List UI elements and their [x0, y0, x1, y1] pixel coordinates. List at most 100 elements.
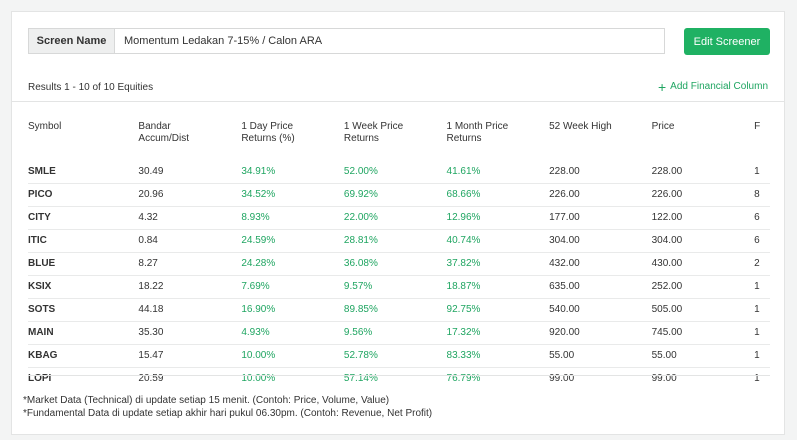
table-cell: 8.93% [241, 206, 344, 230]
table-cell: 1 [754, 298, 770, 322]
table-cell: 7.69% [241, 275, 344, 299]
table-row[interactable]: CITY 4.32 8.93% 22.00% 12.96% 177.00 122.00 6 [28, 206, 770, 230]
table-cell: 16.90% [241, 298, 344, 322]
table-cell: 55.00 [651, 344, 755, 368]
table-cell: 36.08% [343, 252, 447, 276]
table-cell: 505.00 [651, 298, 755, 322]
table-cell: 177.00 [549, 206, 652, 230]
table-cell: 8 [754, 183, 770, 207]
screen-name-input[interactable] [114, 28, 665, 54]
table-cell: 68.66% [446, 183, 550, 207]
table-cell: 12.96% [446, 206, 550, 230]
table-cell: 430.00 [651, 252, 755, 276]
table-cell: 55.00 [549, 344, 652, 368]
table-bottom-divider [28, 375, 770, 376]
table-cell: 920.00 [549, 321, 652, 345]
table-cell: 745.00 [651, 321, 755, 345]
table-cell: 4.93% [241, 321, 344, 345]
table-cell: 24.28% [241, 252, 344, 276]
table-cell: 0.84 [138, 229, 242, 253]
table-row[interactable]: KSIX 18.22 7.69% 9.57% 18.87% 635.00 252.00 1 [28, 275, 770, 299]
table-row[interactable]: ITIC 0.84 24.59% 28.81% 40.74% 304.00 304.00 6 [28, 229, 770, 253]
add-financial-column-link[interactable]: + Add Financial Column [657, 78, 768, 95]
table-cell: 8.27 [138, 252, 242, 276]
table-cell: 89.85% [343, 298, 447, 322]
table-cell: 20.59 [138, 373, 164, 384]
table-cell: 122.00 [651, 206, 755, 230]
add-financial-column-label: Add Financial Column [670, 81, 768, 92]
symbol-cell[interactable]: PICO [28, 183, 139, 207]
table-body: SMLE 30.49 34.91% 52.00% 41.61% 228.00 228.00 1… [28, 161, 770, 390]
table-cell: 2 [754, 252, 770, 276]
symbol-cell[interactable]: LOPI [28, 373, 52, 384]
table-row[interactable]: KBAG 15.47 10.00% 52.78% 83.33% 55.00 55.00 1 [28, 344, 770, 368]
footnote-fundamental: *Fundamental Data di update setiap akhir… [23, 408, 433, 419]
table-cell: 57.14% [343, 373, 378, 384]
table-cell: 76.79% [446, 373, 481, 384]
table-cell: 40.74% [446, 229, 550, 253]
symbol-cell[interactable]: SMLE [28, 161, 139, 184]
symbol-cell[interactable]: BLUE [28, 252, 139, 276]
screener-card: Screen Name Edit Screener Results 1 - 10… [11, 11, 785, 435]
table-cell: 83.33% [446, 344, 550, 368]
table-row[interactable]: BLUE 8.27 24.28% 36.08% 37.82% 432.00 430.00 2 [28, 252, 770, 276]
column-header[interactable]: 1 Day Price Returns (%) [241, 121, 295, 144]
table-cell: 34.91% [241, 161, 344, 184]
symbol-cell[interactable]: CITY [28, 206, 139, 230]
column-header[interactable]: Bandar Accum/Dist [138, 121, 189, 144]
symbol-cell[interactable]: KBAG [28, 344, 139, 368]
table-viewport[interactable]: Symbol Bandar Accum/Dist 1 Day Price Retur… [12, 12, 770, 436]
table-cell: 28.81% [343, 229, 447, 253]
table-cell: 304.00 [549, 229, 652, 253]
column-header[interactable]: Symbol [28, 121, 62, 132]
table-cell: 1 [754, 275, 770, 299]
symbol-cell[interactable]: KSIX [28, 275, 139, 299]
table-row[interactable]: SMLE 30.49 34.91% 52.00% 41.61% 228.00 228.00 1 [28, 161, 770, 184]
table-cell: 52.78% [343, 344, 447, 368]
table-cell: 226.00 [651, 183, 755, 207]
column-header[interactable]: Price [651, 121, 675, 132]
table-row[interactable]: SOTS 44.18 16.90% 89.85% 92.75% 540.00 505.00 1 [28, 298, 770, 322]
table-cell: 228.00 [651, 161, 755, 184]
table-cell: 540.00 [549, 298, 652, 322]
table-cell: 44.18 [138, 298, 242, 322]
table-cell: 4.32 [138, 206, 242, 230]
table-cell: 22.00% [343, 206, 447, 230]
table-cell: 41.61% [446, 161, 550, 184]
column-header[interactable]: 1 Week Price Returns [343, 121, 404, 144]
column-header[interactable]: 52 Week High [549, 121, 612, 132]
table-cell: 18.87% [446, 275, 550, 299]
table-cell: 304.00 [651, 229, 755, 253]
table-row[interactable]: PICO 20.96 34.52% 69.92% 68.66% 226.00 226.00 8 [28, 183, 770, 207]
table-cell: 432.00 [549, 252, 652, 276]
table-cell: 1 [754, 373, 760, 384]
table-cell: 99.00 [549, 373, 575, 384]
plus-icon: + [657, 78, 667, 95]
footnote-market: *Market Data (Technical) di update setia… [23, 395, 390, 406]
table-cell: 1 [754, 344, 770, 368]
symbol-cell[interactable]: SOTS [28, 298, 139, 322]
table-cell: 18.22 [138, 275, 242, 299]
table-cell: 226.00 [549, 183, 652, 207]
results-count: Results 1 - 10 of 10 Equities [28, 82, 154, 93]
table-cell: 52.00% [343, 161, 447, 184]
symbol-cell[interactable]: ITIC [28, 229, 139, 253]
table-cell: 10.00% [241, 344, 344, 368]
table-cell: 37.82% [446, 252, 550, 276]
table-cell: 30.49 [138, 161, 242, 184]
column-header[interactable]: 1 Month Price Returns [446, 121, 509, 144]
divider [12, 101, 784, 102]
table-cell: 35.30 [138, 321, 242, 345]
edit-screener-button[interactable]: Edit Screener [684, 28, 770, 55]
table-cell: 6 [754, 229, 770, 253]
table-cell: 34.52% [241, 183, 344, 207]
screen-name-row: Screen Name [28, 28, 665, 54]
column-header[interactable]: F [754, 121, 761, 132]
table-cell: 24.59% [241, 229, 344, 253]
table-cell: 15.47 [138, 344, 242, 368]
table-row[interactable]: MAIN 35.30 4.93% 9.56% 17.32% 920.00 745.00 1 [28, 321, 770, 345]
table-cell: 1 [754, 321, 770, 345]
symbol-cell[interactable]: MAIN [28, 321, 139, 345]
table-cell: 99.00 [651, 373, 677, 384]
table-row[interactable]: LOPI 20.59 10.00% 57.14% 76.79% 99.00 99.00 1 [28, 368, 770, 391]
